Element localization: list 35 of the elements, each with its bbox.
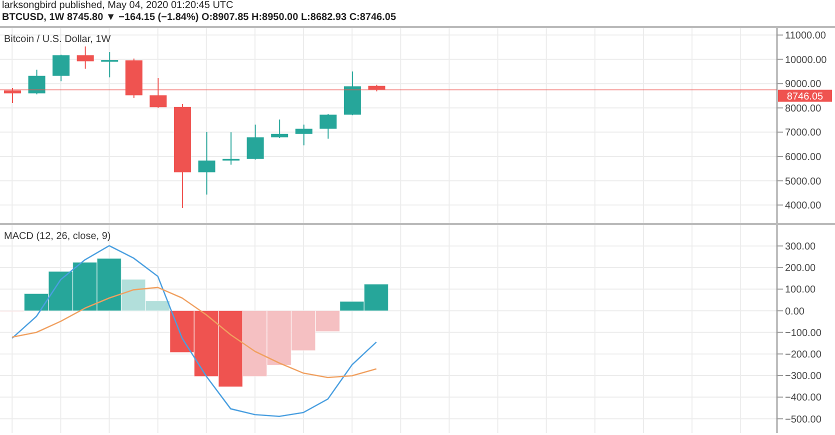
candlestick bbox=[52, 54, 70, 82]
candlestick bbox=[246, 124, 264, 160]
y-tick-label: 4000.00 bbox=[785, 200, 822, 212]
y-tick-label: 9000.00 bbox=[785, 79, 822, 90]
y-tick-label: −100.00 bbox=[785, 328, 822, 339]
candlestick bbox=[28, 69, 46, 95]
candlestick bbox=[295, 124, 312, 146]
y-tick-label: 5000.00 bbox=[785, 176, 822, 188]
y-tick-label: 10000.00 bbox=[785, 54, 828, 66]
line-series bbox=[11, 286, 378, 378]
text: larksongbird published, May 04, 2020 01:20:45 UTC bbox=[2, 0, 234, 12]
y-tick-label: 8000.00 bbox=[785, 103, 822, 114]
candlestick bbox=[320, 113, 337, 140]
candlestick bbox=[4, 87, 21, 104]
y-tick-label: 100.00 bbox=[785, 284, 816, 296]
y-tick-label: 6000.00 bbox=[785, 152, 822, 164]
text: BTCUSD, 1W 8745.80 ▼ −164.15 (−1.84%) O:8907.85 H:8950.00 L:8682.93 C:8746.05 bbox=[2, 12, 398, 24]
y-tick-label: 11000.00 bbox=[785, 30, 826, 42]
candlestick bbox=[271, 119, 288, 139]
ref-line-label: 8746.05 bbox=[786, 91, 824, 102]
y-tick-label: 7000.00 bbox=[785, 128, 822, 139]
y-tick-label: −500.00 bbox=[785, 414, 822, 426]
y-tick-label: −400.00 bbox=[785, 392, 822, 404]
y-tick-label: −200.00 bbox=[785, 349, 822, 360]
y-tick-label: 0.00 bbox=[785, 306, 805, 318]
text: Bitcoin / U.S. Dollar, 1W bbox=[4, 34, 111, 45]
text: MACD (12, 26, close, 9) bbox=[4, 231, 111, 242]
candlestick bbox=[101, 52, 118, 78]
y-tick-label: 300.00 bbox=[785, 242, 816, 252]
y-tick-label: 200.00 bbox=[785, 263, 816, 274]
candlestick bbox=[198, 131, 216, 196]
line-series bbox=[11, 245, 378, 418]
y-tick-label: −300.00 bbox=[785, 371, 822, 382]
candlestick bbox=[76, 46, 94, 70]
candlestick bbox=[150, 78, 167, 108]
